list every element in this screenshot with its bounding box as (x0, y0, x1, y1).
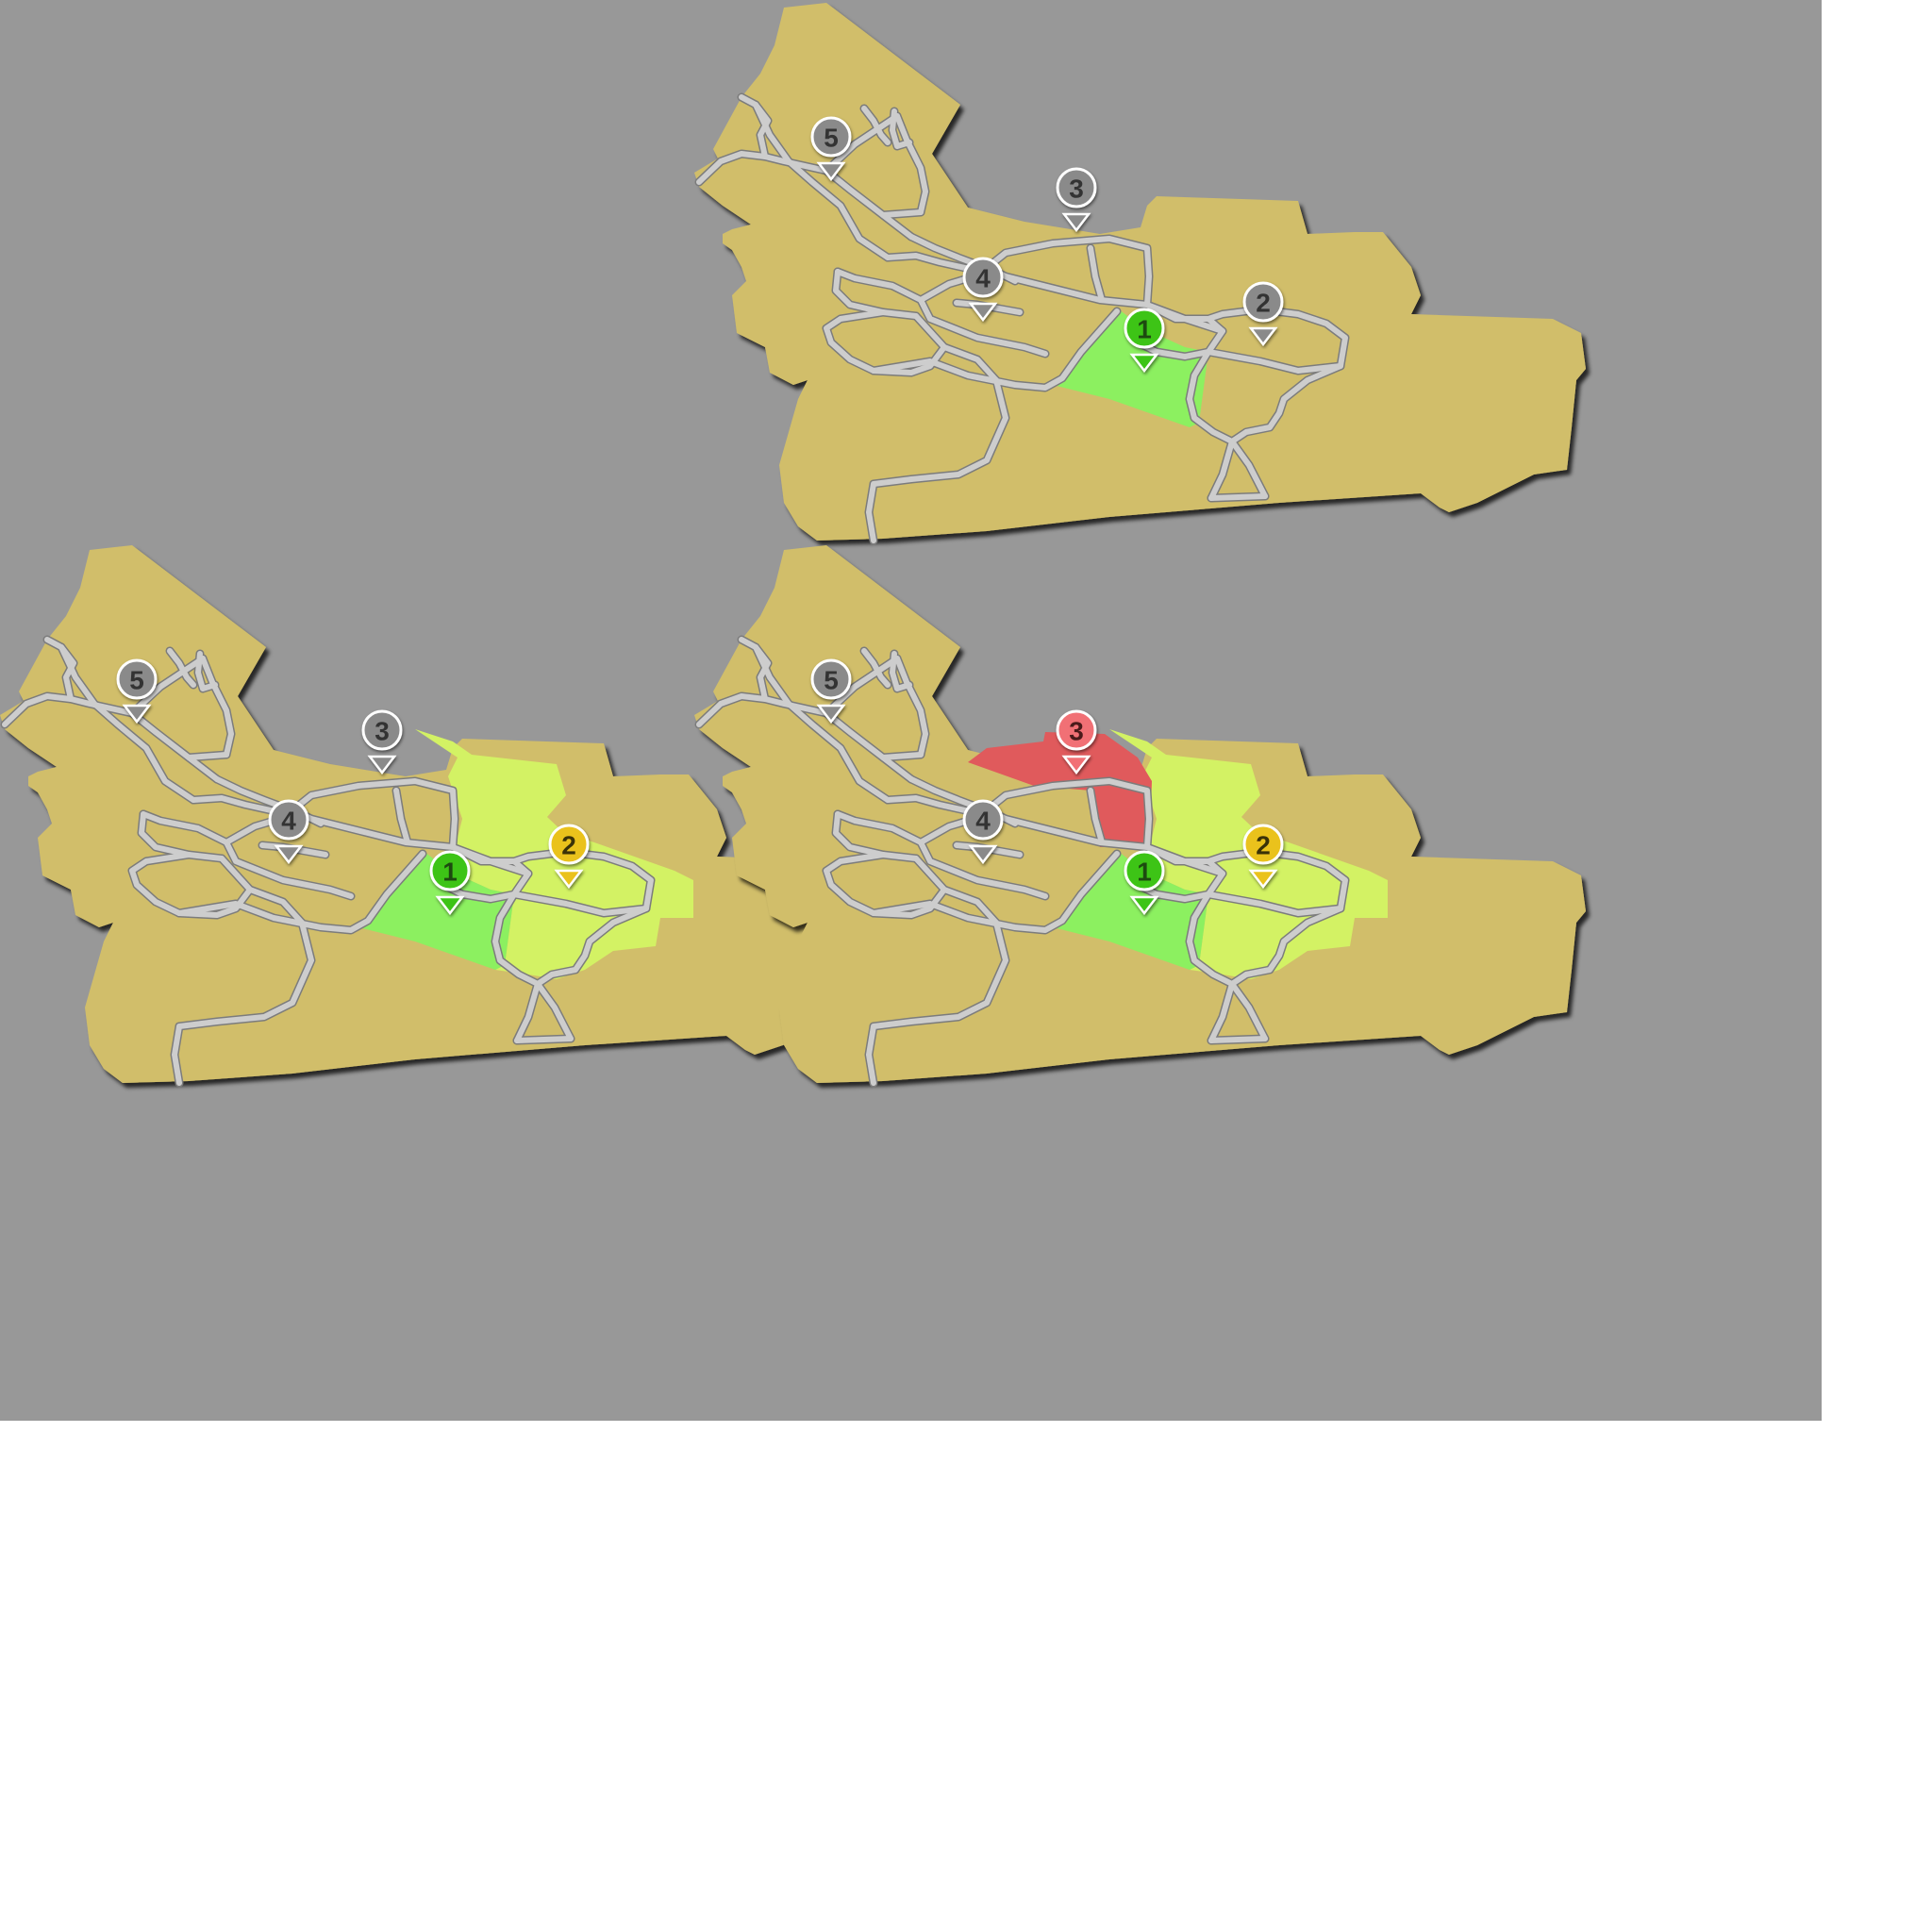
land-area (0, 545, 891, 1083)
pin-number: 2 (561, 831, 576, 860)
pin-badge (116, 658, 158, 700)
pin-number: 4 (975, 264, 991, 293)
pin-pointer-icon (968, 302, 998, 323)
pin-pointer-icon (274, 844, 304, 865)
map-panel-top-right: 1 2 3 4 5 (694, 3, 1586, 545)
pin-badge (1056, 167, 1097, 208)
map-panel-bottom-left: 1 2 3 4 5 (0, 545, 891, 1088)
pin-number: 2 (1256, 289, 1271, 318)
pin-pointer-icon (816, 161, 846, 182)
pin-badge (1124, 850, 1165, 891)
pin-pointer-icon (435, 895, 465, 916)
pin-badge (429, 850, 471, 891)
land-area (694, 3, 1586, 541)
pin-pointer-icon (1248, 326, 1278, 347)
map-pin-4[interactable]: 4 (268, 799, 309, 865)
pin-number: 3 (375, 717, 390, 746)
pin-number: 4 (281, 807, 296, 836)
pin-badge (361, 709, 403, 751)
map-pin-4[interactable]: 4 (962, 799, 1004, 865)
map-pin-5[interactable]: 5 (810, 658, 852, 724)
pin-pointer-icon (1248, 869, 1278, 890)
pin-pointer-icon (1061, 755, 1091, 775)
map-pin-3[interactable]: 3 (1056, 167, 1097, 233)
map-pin-1[interactable]: 1 (1124, 308, 1165, 374)
map-panels-svg: 1 2 3 4 5 1 2 3 4 5 1 2 3 4 5 (0, 3, 1586, 1088)
pin-badge (1242, 824, 1284, 865)
map-pin-1[interactable]: 1 (429, 850, 471, 916)
pin-badge (962, 257, 1004, 298)
pin-badge (810, 658, 852, 700)
map-pin-2[interactable]: 2 (1242, 824, 1284, 890)
pin-pointer-icon (816, 704, 846, 724)
pin-number: 5 (824, 124, 839, 153)
map-canvas: 1 2 3 4 5 1 2 3 4 5 1 2 3 4 5 (0, 0, 1822, 1421)
pin-number: 5 (129, 666, 144, 695)
map-pin-4[interactable]: 4 (962, 257, 1004, 323)
map-pin-5[interactable]: 5 (116, 658, 158, 724)
zone-green-1[interactable] (1053, 852, 1208, 970)
pin-badge (1242, 281, 1284, 323)
pin-badge (268, 799, 309, 841)
pin-number: 1 (1137, 315, 1152, 344)
map-pin-1[interactable]: 1 (1124, 850, 1165, 916)
pin-number: 3 (1069, 175, 1084, 204)
pin-pointer-icon (968, 844, 998, 865)
pin-pointer-icon (554, 869, 584, 890)
pin-badge (962, 799, 1004, 841)
map-pin-3[interactable]: 3 (1056, 709, 1097, 775)
pin-number: 2 (1256, 831, 1271, 860)
pin-badge (1124, 308, 1165, 349)
pin-number: 4 (975, 807, 991, 836)
map-pin-3[interactable]: 3 (361, 709, 403, 775)
pin-badge (810, 116, 852, 158)
map-pin-2[interactable]: 2 (548, 824, 590, 890)
zone-green-1[interactable] (358, 852, 514, 970)
pin-number: 1 (442, 858, 458, 887)
map-panel-bottom-right: 1 2 3 4 5 (694, 545, 1586, 1088)
pin-pointer-icon (367, 755, 397, 775)
zone-red-3[interactable] (968, 732, 1152, 847)
road-network (694, 92, 1350, 545)
pin-pointer-icon (122, 704, 152, 724)
map-pin-5[interactable]: 5 (810, 116, 852, 182)
pin-badge (548, 824, 590, 865)
pin-pointer-icon (1129, 353, 1159, 374)
pin-number: 1 (1137, 858, 1152, 887)
map-pin-2[interactable]: 2 (1242, 281, 1284, 347)
pin-pointer-icon (1129, 895, 1159, 916)
pin-pointer-icon (1061, 212, 1091, 233)
pin-number: 3 (1069, 717, 1084, 746)
pin-number: 5 (824, 666, 839, 695)
zone-green-1[interactable] (1053, 309, 1208, 427)
pin-badge (1056, 709, 1097, 751)
